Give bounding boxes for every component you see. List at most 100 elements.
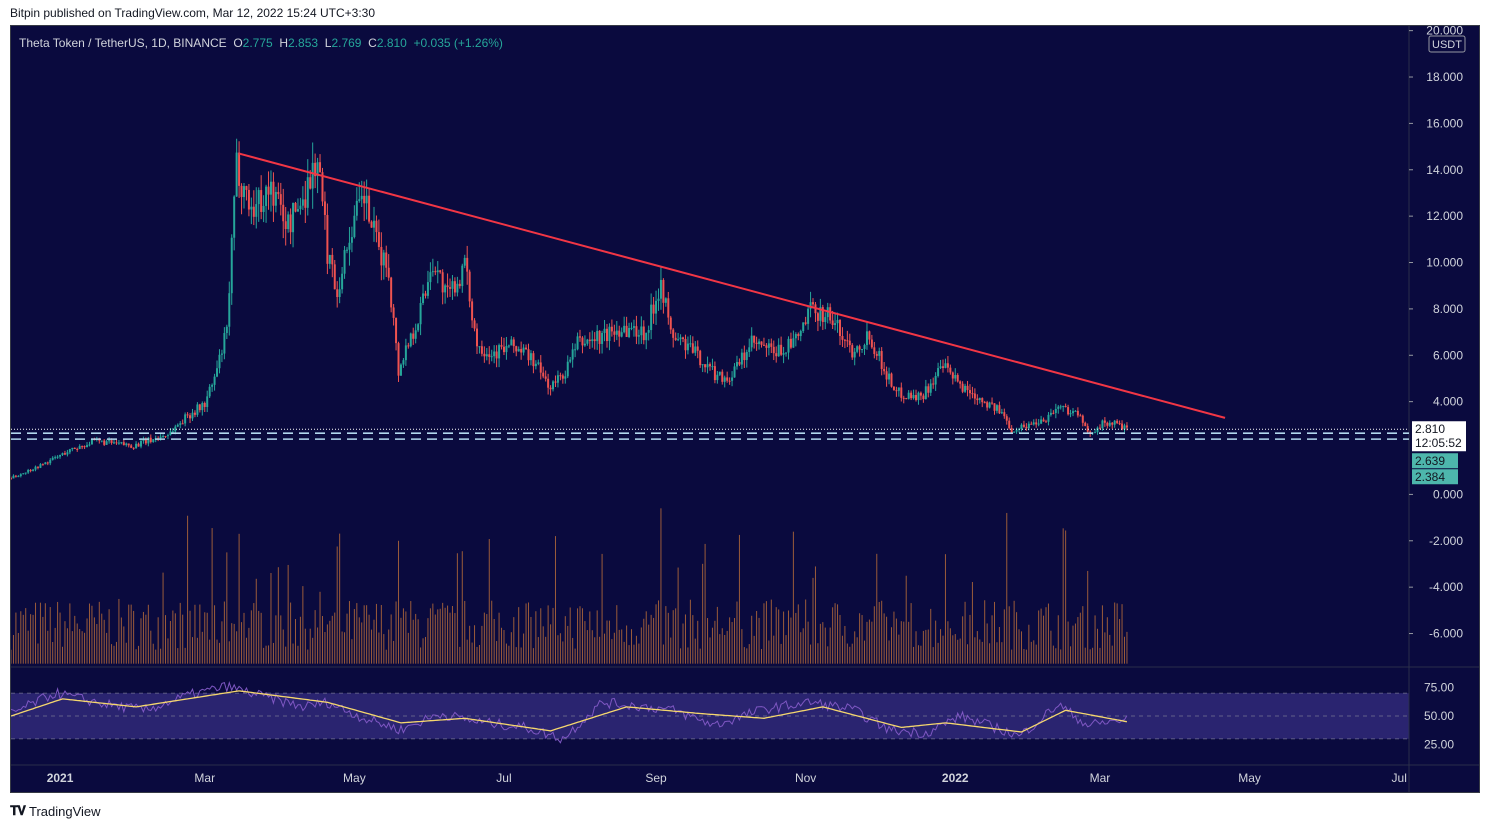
- candle-body: [679, 337, 682, 340]
- candle-body: [753, 335, 756, 343]
- candle-body: [235, 152, 238, 197]
- candle-body: [260, 190, 263, 212]
- candle-body: [853, 351, 856, 358]
- volume-bar: [135, 649, 137, 664]
- volume-bar: [160, 648, 162, 664]
- volume-bar: [1087, 570, 1089, 664]
- volume-bar: [998, 626, 1000, 664]
- volume-bar: [704, 543, 706, 664]
- support-label: 2.384: [1415, 470, 1445, 484]
- candle-body: [169, 431, 172, 436]
- candle-body: [564, 376, 567, 379]
- candle-body: [262, 205, 265, 212]
- tradingview-logo-icon[interactable]: 𝐓𝐕: [10, 803, 26, 818]
- volume-bar: [994, 601, 996, 664]
- volume-bar: [115, 641, 117, 664]
- volume-bar: [98, 601, 100, 664]
- candle-body: [1086, 426, 1089, 432]
- volume-bar: [275, 615, 277, 664]
- volume-bar: [650, 614, 652, 664]
- volume-bar: [265, 645, 267, 664]
- candle-body: [885, 371, 888, 380]
- candle-body: [319, 162, 322, 173]
- volume-bar: [1057, 615, 1059, 664]
- volume-bar: [756, 610, 758, 664]
- volume-bar: [47, 630, 49, 664]
- volume-bar: [768, 640, 770, 664]
- candle-body: [843, 339, 846, 341]
- price-tick-label: 6.000: [1433, 348, 1463, 362]
- volume-bar: [913, 646, 915, 664]
- candle-body: [642, 326, 645, 341]
- candle-body: [812, 302, 815, 305]
- high-label: H: [279, 36, 289, 50]
- volume-bar: [147, 604, 149, 664]
- candle-body: [277, 191, 280, 195]
- volume-bar: [648, 624, 650, 664]
- volume-bar: [697, 620, 699, 664]
- volume-bar: [501, 627, 503, 664]
- candle-body: [392, 307, 395, 318]
- volume-bar: [827, 646, 829, 664]
- candle-body: [539, 362, 542, 373]
- volume-bar: [442, 602, 444, 664]
- candle-body: [108, 440, 111, 442]
- support-lines: [11, 428, 1409, 440]
- candle-body: [709, 364, 711, 367]
- volume-bar: [366, 605, 368, 664]
- volume-bar: [388, 629, 390, 664]
- volume-bar: [361, 622, 363, 664]
- candle-body: [395, 317, 398, 344]
- volume-bar: [44, 603, 46, 664]
- candle-body: [576, 336, 579, 350]
- candle-body: [382, 252, 385, 266]
- candle-body: [944, 363, 947, 368]
- volume-bar: [17, 632, 19, 664]
- candle-body: [476, 328, 478, 347]
- candle-body: [701, 364, 704, 366]
- candle-body: [73, 447, 76, 450]
- volume-bar: [628, 645, 630, 664]
- volume-bar: [611, 639, 613, 664]
- candle-body: [83, 446, 86, 448]
- volume-bar: [155, 649, 157, 664]
- volume-bar: [162, 572, 164, 664]
- volume-bar: [964, 601, 966, 664]
- volume-bar: [174, 613, 176, 664]
- price-candles: [11, 138, 1128, 480]
- candle-body: [902, 397, 905, 399]
- candle-body: [1067, 407, 1070, 415]
- candle-body: [144, 439, 147, 444]
- volume-bar: [523, 633, 525, 664]
- candle-body: [137, 443, 140, 447]
- volume-bar: [79, 629, 81, 664]
- volume-bar: [616, 605, 618, 664]
- candle-body: [829, 307, 832, 321]
- volume-bar: [420, 647, 422, 664]
- volume-bar: [643, 618, 645, 664]
- volume-bar: [1077, 617, 1079, 664]
- volume-bar: [540, 608, 542, 664]
- candle-body: [932, 383, 935, 385]
- volume-bar: [569, 607, 571, 664]
- volume-bar: [753, 635, 755, 664]
- chart-frame[interactable]: 20.000 18.000 16.000 14.000 12.000 10.000 8.00…: [10, 25, 1480, 793]
- volume-bar: [1067, 621, 1069, 664]
- current-price-badge: [1412, 421, 1466, 452]
- candle-body: [507, 345, 510, 347]
- support-label: 2.639: [1415, 454, 1445, 468]
- candle-body: [233, 196, 236, 238]
- publisher-header: Bitpin published on TradingView.com, Mar…: [10, 6, 376, 20]
- candle-body: [1040, 419, 1043, 424]
- volume-bar: [1050, 630, 1052, 664]
- volume-bar: [1106, 617, 1108, 664]
- volume-bar: [849, 646, 851, 664]
- candle-body: [583, 343, 586, 346]
- candlestick-chart[interactable]: 20.000 18.000 16.000 14.000 12.000 10.000 8.00…: [11, 26, 1479, 792]
- candle-body: [743, 352, 746, 361]
- time-tick-label: Jul: [1392, 771, 1407, 785]
- candle-body: [471, 301, 474, 321]
- volume-bar: [395, 601, 397, 664]
- footer-brand[interactable]: TradingView: [29, 803, 101, 819]
- volume-bar: [81, 631, 83, 664]
